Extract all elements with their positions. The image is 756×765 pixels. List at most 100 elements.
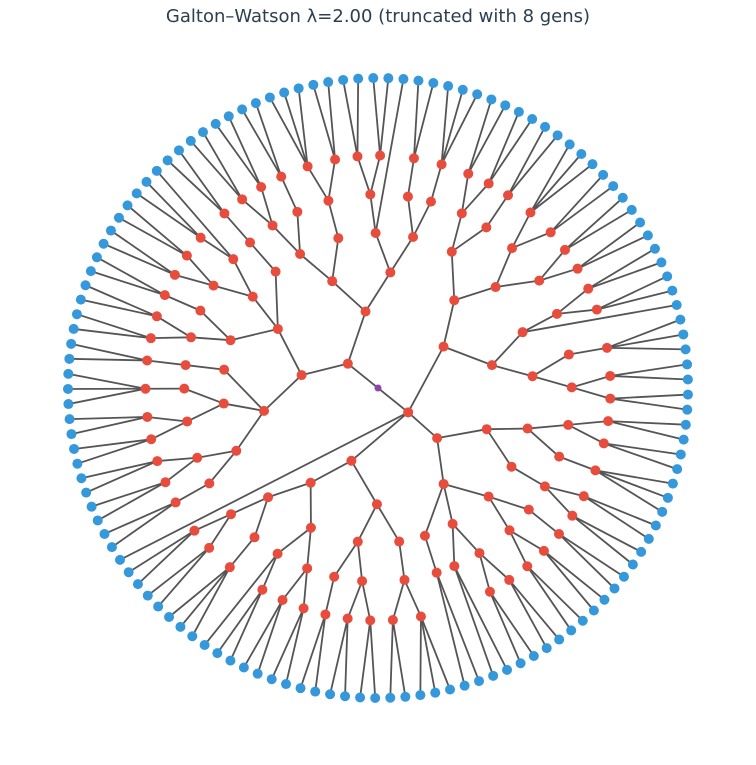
leaf-node <box>238 662 249 673</box>
tree-edge <box>420 616 451 690</box>
leaf-node <box>210 118 221 129</box>
internal-node <box>302 563 313 574</box>
leaf-node <box>680 344 691 355</box>
tree-edge <box>587 247 656 290</box>
internal-node <box>602 342 613 353</box>
leaf-node <box>114 554 125 565</box>
internal-node <box>408 153 419 164</box>
internal-node <box>298 603 309 614</box>
leaf-node <box>122 200 133 211</box>
internal-node <box>228 254 239 265</box>
internal-node <box>436 159 447 170</box>
internal-node <box>403 407 414 418</box>
internal-node <box>195 305 206 316</box>
tree-edge <box>331 238 340 282</box>
tree-edge <box>306 527 312 569</box>
tree-edge <box>364 271 392 312</box>
leaf-node <box>618 571 629 582</box>
tree-edge <box>372 77 382 156</box>
tree-edge <box>443 483 489 498</box>
leaf-node <box>72 458 83 469</box>
internal-node <box>456 208 467 219</box>
leaf-node <box>678 329 689 340</box>
leaf-node <box>63 383 74 394</box>
tree-edge <box>191 566 231 637</box>
leaf-node <box>500 100 511 111</box>
tree-edge <box>435 572 480 682</box>
leaf-node <box>527 114 538 125</box>
leaf-node <box>502 664 513 675</box>
tree-edge <box>118 216 188 257</box>
leaf-node <box>141 176 152 187</box>
tree-edge <box>208 450 237 484</box>
tree-edge <box>68 387 146 405</box>
leaf-node <box>237 104 248 115</box>
tree-edge <box>111 501 177 548</box>
tree-edge <box>508 529 529 567</box>
tree-edge <box>442 300 456 347</box>
leaf-node <box>325 689 336 700</box>
tree-edge <box>461 182 490 214</box>
chart-title: Galton–Watson λ=2.00 (truncated with 8 g… <box>165 6 591 27</box>
tree-edge <box>608 420 686 426</box>
leaf-node <box>635 217 646 228</box>
leaf-node <box>323 77 334 88</box>
internal-node <box>151 311 162 322</box>
tree-edge <box>379 78 390 156</box>
leaf-node <box>540 121 551 132</box>
internal-node <box>490 282 501 293</box>
tree-edge <box>577 234 649 270</box>
internal-node <box>330 154 341 165</box>
tree-edge <box>487 496 511 531</box>
tree-edge <box>361 580 372 621</box>
tree-edge <box>453 565 495 677</box>
internal-node <box>256 182 267 193</box>
tree-edge <box>235 410 265 452</box>
tree-edge <box>175 482 210 504</box>
leaf-node <box>672 464 683 475</box>
tree-edge <box>440 89 464 165</box>
leaf-node <box>113 212 124 223</box>
tree-edge <box>346 580 363 619</box>
leaf-node <box>649 243 660 254</box>
internal-node <box>506 461 517 472</box>
internal-node <box>365 615 376 626</box>
tree-edge <box>451 523 456 567</box>
tree-edge <box>550 185 614 234</box>
edge-layer <box>67 77 688 699</box>
internal-node <box>346 455 357 466</box>
tree-edge <box>440 85 450 165</box>
internal-node <box>323 195 334 206</box>
tree-edge <box>550 174 604 233</box>
leaf-node <box>598 169 609 180</box>
internal-node <box>224 562 235 573</box>
internal-node <box>583 283 594 294</box>
tree-edge <box>283 92 309 167</box>
internal-node <box>551 308 562 319</box>
internal-node <box>523 504 534 515</box>
tree-edge <box>179 566 231 628</box>
leaf-node <box>642 230 653 241</box>
leaf-node <box>587 159 598 170</box>
tree-edge <box>610 375 688 381</box>
tree-edge <box>467 104 507 175</box>
tree-edge <box>511 465 546 488</box>
internal-node <box>449 295 460 306</box>
tree-edge <box>544 485 573 517</box>
tree-edge <box>412 201 432 238</box>
internal-node <box>218 398 229 409</box>
tree-edge <box>558 455 596 472</box>
internal-node <box>182 416 193 427</box>
internal-node <box>603 416 614 427</box>
leaf-node <box>225 655 236 666</box>
leaf-node <box>474 676 485 687</box>
node-layer <box>63 73 693 703</box>
tree-edge <box>76 313 152 340</box>
leaf-node <box>162 155 173 166</box>
leaf-node <box>541 643 552 654</box>
internal-node <box>522 423 533 434</box>
tree-edge <box>451 523 481 554</box>
tree-edge <box>126 204 188 257</box>
tree-edge <box>491 331 524 366</box>
tree-edge <box>543 550 606 601</box>
